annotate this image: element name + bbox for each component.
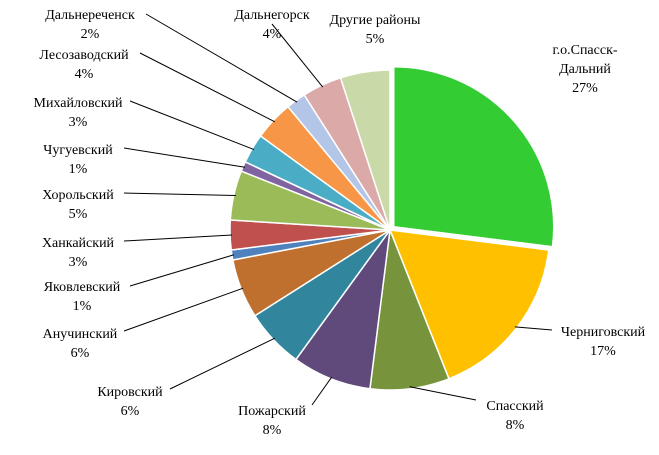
data-label: Спасский 8% (475, 397, 555, 435)
category-label: Лесозаводский (39, 48, 129, 63)
data-label: Дальнегорск 4% (222, 6, 322, 44)
category-label: Пожарский (238, 404, 306, 419)
data-label: Дальнереченск 2% (35, 6, 145, 44)
data-label: Черниговский 17% (548, 323, 658, 361)
data-label: Другие районы 5% (320, 11, 430, 49)
data-label: Лесозаводский 4% (34, 46, 134, 84)
value-label: 27% (572, 81, 598, 96)
category-label: Дальнереченск (45, 8, 135, 23)
value-label: 2% (80, 27, 100, 42)
leader-line (169, 337, 276, 390)
leader-line (145, 13, 298, 103)
data-label: Анучинский 6% (35, 325, 125, 363)
leader-line (311, 376, 333, 406)
value-label: 4% (262, 27, 282, 42)
category-label: Михайловский (33, 96, 123, 111)
leader-line (409, 386, 477, 401)
value-label: 5% (68, 207, 88, 222)
data-label: Михайловский 3% (28, 94, 128, 132)
category-label: г.о.Спасск-Дальний (552, 43, 618, 77)
category-label: Кировский (97, 385, 163, 400)
data-label: Кировский 6% (90, 383, 170, 421)
value-label: 6% (120, 404, 140, 419)
pie-slice (339, 69, 391, 231)
value-label: 8% (262, 423, 282, 438)
leader-line (139, 52, 276, 123)
category-label: Анучинский (42, 327, 118, 342)
data-label: Пожарский 8% (232, 402, 312, 440)
data-label: Яковлевский 1% (37, 278, 127, 316)
pie-slice (388, 229, 550, 380)
leader-line (123, 287, 244, 332)
leader-line (129, 254, 235, 287)
category-label: Черниговский (560, 325, 646, 340)
value-label: 5% (365, 32, 385, 47)
category-label: Дальнегорск (234, 8, 310, 23)
leader-line (271, 23, 324, 88)
data-label: Хорольский 5% (33, 186, 123, 224)
category-label: Другие районы (329, 13, 421, 28)
category-label: Ханкайский (41, 236, 115, 251)
leader-line (123, 147, 246, 168)
value-label: 8% (505, 418, 525, 433)
leader-line (129, 100, 255, 151)
data-label: г.о.Спасск-Дальний 27% (540, 41, 630, 98)
leader-line (123, 234, 233, 242)
value-label: 6% (70, 346, 90, 361)
leader-line (514, 326, 553, 331)
value-label: 1% (68, 162, 88, 177)
category-label: Спасский (486, 399, 544, 414)
category-label: Чугуевский (43, 143, 113, 158)
pie-slice (393, 65, 555, 248)
category-label: Хорольский (42, 188, 114, 203)
value-label: 1% (72, 299, 92, 314)
data-label: Чугуевский 1% (33, 141, 123, 179)
category-label: Яковлевский (43, 280, 121, 295)
data-label: Ханкайский 3% (33, 234, 123, 272)
leader-line (123, 192, 236, 197)
value-label: 17% (590, 344, 616, 359)
value-label: 3% (68, 255, 88, 270)
value-label: 4% (74, 67, 94, 82)
value-label: 3% (68, 115, 88, 130)
